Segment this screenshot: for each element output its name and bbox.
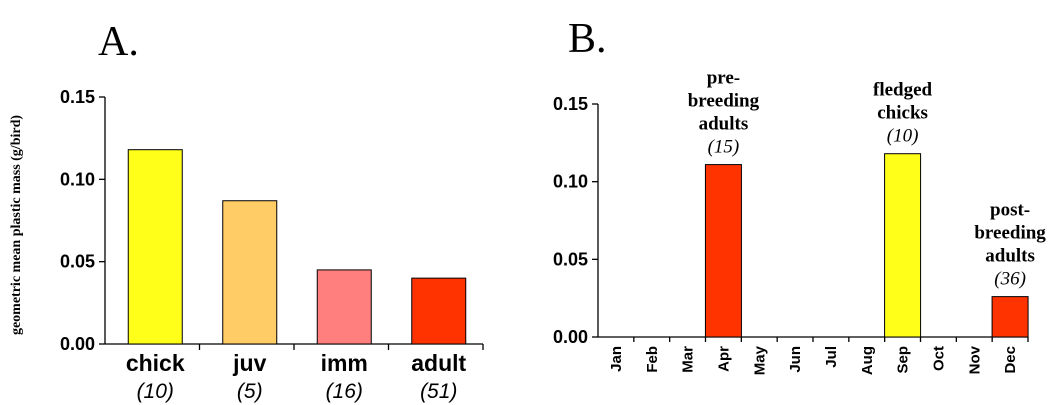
- panel-b-month-label: Dec: [1002, 346, 1019, 374]
- panel-b-annotation-label: fledged: [873, 80, 933, 101]
- panel-a-category-label: chick: [126, 350, 185, 376]
- panel-b-bar-Sep: [884, 153, 922, 338]
- panel-b-annotation-sample-size: (15): [708, 137, 740, 158]
- panel-b-month-label: Nov: [966, 345, 983, 374]
- panel-b-annotation-label: adults: [985, 246, 1035, 267]
- panel-a-bar-imm: [316, 269, 372, 345]
- panel-b-month-label: Jan: [608, 346, 625, 372]
- panel-b-month-label: Feb: [644, 346, 661, 373]
- panel-b-y-tick-label: 0.15: [553, 94, 588, 114]
- panel-a-y-tick-label: 0.05: [60, 252, 95, 272]
- panel-a-y-axis-label: geometric mean plastic mass (g/bird): [9, 115, 24, 335]
- panel-a-bar-adult: [411, 277, 467, 345]
- panel-b-month-label: Oct: [930, 346, 947, 371]
- panel-b-annotation-label: post-: [990, 200, 1030, 221]
- panel-b-y-tick-label: 0.10: [553, 172, 588, 192]
- panel-b-month-label: Aug: [859, 346, 876, 375]
- panel-b-annotation-label: breeding: [974, 223, 1046, 244]
- panel-b-month-label: May: [751, 345, 768, 375]
- panel-b-y-tick-label: 0.05: [553, 249, 588, 269]
- panel-b-month-label: Jun: [787, 346, 804, 373]
- panel-a-sample-size: (10): [137, 380, 174, 403]
- panel-b-month-label: Mar: [680, 346, 697, 373]
- panel-a-sample-size: (16): [326, 380, 363, 403]
- panel-a-y-tick-label: 0.10: [60, 169, 95, 189]
- panel-a-bar-chick: [127, 149, 183, 345]
- panel-b-month-label: Sep: [895, 346, 912, 374]
- panel-a-sample-size: (51): [420, 380, 457, 403]
- panel-a-category-label: imm: [321, 350, 368, 376]
- panel-b-annotation-sample-size: (10): [887, 126, 919, 147]
- panel-b-y-tick-label: 0.00: [553, 327, 588, 347]
- panel-b-bar-Apr: [704, 164, 742, 338]
- panel-b-month-label: Jul: [823, 346, 840, 368]
- panel-b-annotation-label: pre-: [707, 68, 740, 89]
- panel-b-annotation-label: adults: [699, 114, 749, 135]
- panel-a-y-tick-label: 0.15: [60, 87, 95, 107]
- panel-a-y-tick-label: 0.00: [60, 334, 95, 354]
- panel-a-category-label: juv: [232, 350, 266, 376]
- panel-b-month-label: Apr: [715, 346, 732, 372]
- panel-b-bar-Dec: [991, 296, 1029, 338]
- panel-a-label: A.: [98, 19, 139, 65]
- panel-b-annotation-label: breeding: [688, 91, 760, 112]
- panel-a-bar-juv: [222, 200, 278, 345]
- panel-a-sample-size: (5): [237, 380, 263, 403]
- panel-b-label: B.: [568, 16, 607, 62]
- panel-b-annotation-label: chicks: [877, 103, 928, 124]
- panel-b-annotation-sample-size: (36): [994, 269, 1026, 290]
- panel-a-category-label: adult: [411, 350, 466, 376]
